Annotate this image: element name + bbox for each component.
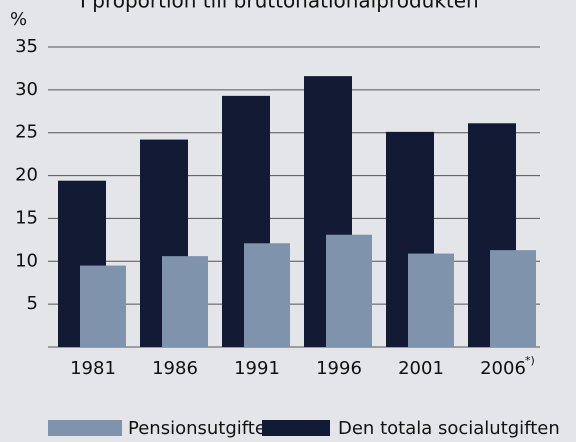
x-tick-label: 1986	[152, 358, 198, 379]
bar	[162, 256, 208, 347]
bar	[326, 234, 372, 347]
y-tick-label: 15	[15, 207, 38, 228]
legend-label: Pensionsutgiften	[128, 418, 277, 439]
y-tick-label: 5	[27, 293, 38, 314]
legend-label: Den totala socialutgiften	[338, 418, 560, 439]
y-tick-label: 10	[15, 250, 38, 271]
x-tick-label: 2006	[480, 358, 526, 379]
bar	[408, 253, 454, 347]
legend-swatch	[262, 420, 330, 436]
x-tick-label: 1981	[70, 358, 116, 379]
x-tick-label: 1991	[234, 358, 280, 379]
legend-swatch	[48, 420, 122, 436]
bar	[244, 243, 290, 347]
bar	[80, 265, 126, 347]
y-axis-label: %	[10, 9, 27, 30]
y-tick-label: 20	[15, 165, 38, 186]
category-note: *)	[525, 354, 535, 367]
chart-title: I proportion till bruttonationalprodukte…	[80, 0, 479, 13]
y-tick-label: 25	[15, 122, 38, 143]
y-tick-label: 30	[15, 79, 38, 100]
bar	[490, 250, 536, 347]
x-tick-label: 2001	[398, 358, 444, 379]
y-tick-label: 35	[15, 36, 38, 57]
x-tick-label: 1996	[316, 358, 362, 379]
